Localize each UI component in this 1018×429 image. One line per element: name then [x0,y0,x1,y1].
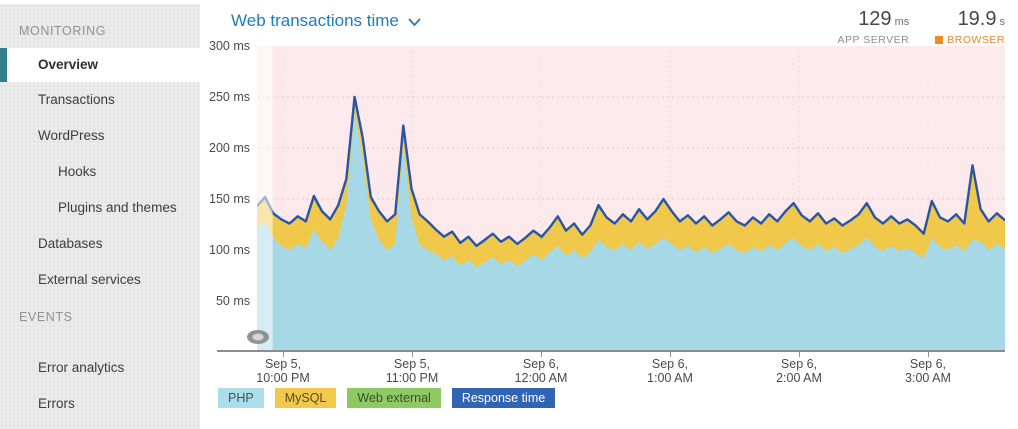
chart-legend: PHP MySQL Web external Response time [218,388,556,408]
browser-label-row: BROWSER [935,34,1005,46]
x-axis-tick [669,352,671,357]
sidebar-item-wordpress[interactable]: WordPress [38,128,105,143]
x-axis-tick [799,352,800,357]
browser-value: 19.9 s [935,8,1005,33]
browser-number: 19.9 [957,8,997,30]
x-axis-tick [411,352,413,357]
legend-chip-web-external[interactable]: Web external [347,388,441,408]
x-axis-label: Sep 6, 1:00 AM [647,357,693,385]
chart-plot-area[interactable] [257,46,1005,352]
y-axis-label: 300 ms [209,39,250,53]
sidebar-nav: MONITORING Overview Transactions WordPress H… [0,20,200,422]
x-axis-label: Sep 6, 12:00 AM [514,357,568,385]
legend-chip-mysql[interactable]: MySQL [274,388,337,408]
x-axis-tick [927,352,929,357]
area-series-php [257,112,1005,352]
sidebar-item-databases[interactable]: Databases [38,236,103,251]
main-content: Web transactions time 129 ms APP SERVER 1… [200,0,1018,429]
app-server-value: 129 ms [838,8,910,33]
sidebar-item-overview[interactable]: Overview [0,48,200,82]
browser-legend-swatch [935,36,944,44]
browser-unit: s [999,16,1006,28]
browser-label: BROWSER [947,34,1005,46]
response-time-line [257,95,1005,248]
x-axis-label: Sep 5, 11:00 PM [385,357,439,385]
sidebar-item-external-services[interactable]: External services [38,272,141,287]
y-axis-label: 200 ms [209,141,250,155]
x-axis-tick [541,352,542,357]
sidebar-item-transactions[interactable]: Transactions [38,92,115,107]
sidebar-item-hooks[interactable]: Hooks [58,164,97,179]
sidebar-item-plugins-and-themes[interactable]: Plugins and themes [58,200,177,215]
sidebar-section-header-events: EVENTS [19,310,73,324]
page-title: Web transactions time [231,11,399,30]
sidebar-item-error-analytics[interactable]: Error analytics [38,360,125,375]
summary-stats: 129 ms APP SERVER 19.9 s BROWSER [838,8,1006,46]
app-server-label: APP SERVER [837,34,910,46]
app-server-number: 129 [858,8,892,30]
x-axis-label: Sep 6, 3:00 AM [905,357,951,385]
sidebar-section-header-monitoring: MONITORING [19,24,107,38]
sidebar-item-errors[interactable]: Errors [38,396,75,411]
y-axis-label: 250 ms [209,90,250,104]
y-axis-label: 150 ms [209,192,250,206]
y-axis-label: 100 ms [209,243,250,257]
x-axis-label: Sep 6, 2:00 AM [776,357,822,385]
x-axis [217,350,1005,352]
sidebar: MONITORING Overview Transactions WordPress H… [0,0,200,429]
y-axis-label: 50 ms [215,294,250,308]
legend-chip-response-time[interactable]: Response time [451,388,556,408]
x-axis-label: Sep 5, 10:00 PM [256,357,310,385]
chart-drag-handle[interactable] [247,330,269,344]
legend-chip-php[interactable]: PHP [218,388,264,408]
app-server-stat: 129 ms APP SERVER [838,8,910,46]
chart-title-dropdown[interactable]: Web transactions time [231,11,421,31]
browser-stat: 19.9 s BROWSER [935,8,1005,46]
chevron-down-icon [408,18,421,26]
faded-left-region [257,46,273,352]
x-axis-tick [283,352,285,357]
app-server-unit: ms [894,16,910,28]
